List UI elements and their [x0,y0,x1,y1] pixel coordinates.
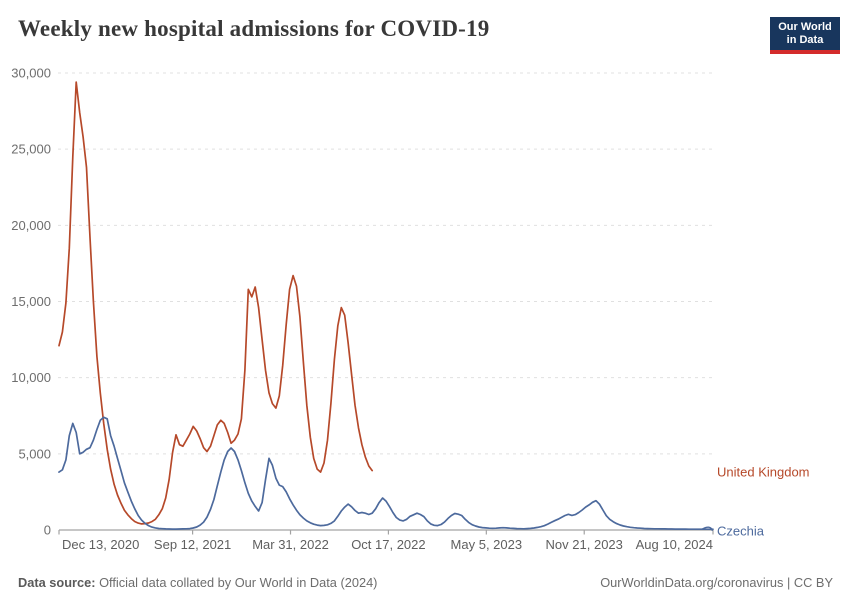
x-tick-label: Oct 17, 2022 [351,537,425,552]
data-source-label: Data source: [18,575,96,590]
x-tick-label: Nov 21, 2023 [546,537,623,552]
owid-logo[interactable]: Our World in Data [770,17,840,55]
owid-logo-box: Our World in Data [770,17,840,51]
series-label-czechia[interactable]: Czechia [717,524,765,539]
y-tick-label: 30,000 [11,66,51,81]
data-source-text: Official data collated by Our World in D… [99,575,378,590]
y-tick-label: 5,000 [18,446,51,461]
x-tick-label: Aug 10, 2024 [636,537,713,552]
y-tick-label: 10,000 [11,370,51,385]
data-source-note: Data source: Official data collated by O… [18,575,377,590]
series-label-united-kingdom[interactable]: United Kingdom [717,465,810,480]
owid-logo-line2: in Data [786,34,824,47]
x-tick-label: Dec 13, 2020 [62,537,139,552]
credit-link[interactable]: OurWorldinData.org/coronavirus | CC BY [600,575,833,590]
y-tick-label: 20,000 [11,218,51,233]
x-tick-label: Sep 12, 2021 [154,537,231,552]
owid-logo-stripe [770,50,840,55]
y-tick-label: 0 [44,523,51,538]
x-tick-label: Mar 31, 2022 [252,537,329,552]
chart-title: Weekly new hospital admissions for COVID… [18,16,490,41]
series-line-united-kingdom[interactable] [58,81,374,525]
series-label-connector-czechia [701,526,714,532]
owid-logo-line1: Our World [778,21,832,33]
series-line-czechia[interactable] [58,416,714,531]
x-tick-label: May 5, 2023 [451,537,523,552]
y-tick-label: 15,000 [11,294,51,309]
chart-footer: Data source: Official data collated by O… [18,575,833,590]
y-tick-label: 25,000 [11,142,51,157]
